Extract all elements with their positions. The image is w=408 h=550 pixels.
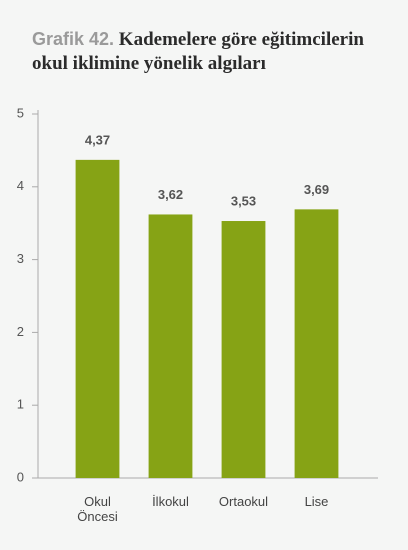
bar — [294, 209, 339, 479]
y-tick-label: 1 — [17, 397, 24, 412]
y-tick-label: 2 — [17, 324, 24, 339]
value-label: 3,53 — [231, 193, 256, 208]
y-tick-label: 5 — [17, 105, 24, 120]
value-label: 3,62 — [158, 187, 183, 202]
bar — [75, 159, 120, 478]
y-tick-label: 0 — [17, 469, 24, 484]
chart-title: Grafik 42. Kademelere göre eğitimcilerin… — [32, 27, 392, 76]
bar — [148, 214, 193, 479]
y-tick-label: 4 — [17, 178, 24, 193]
title-text: Kademelere göre eğitimcilerin okul iklim… — [32, 29, 364, 74]
value-label: 3,69 — [304, 182, 329, 197]
x-tick-label: Lise — [304, 494, 329, 509]
x-tick-label: Ortaokul — [218, 494, 269, 509]
title-number: Grafik 42. — [32, 29, 115, 49]
x-tick-label: Okul Öncesi — [77, 494, 118, 524]
x-tick-label: İlkokul — [152, 494, 189, 509]
bar — [221, 221, 266, 479]
value-label: 4,37 — [85, 132, 110, 147]
y-tick-label: 3 — [17, 251, 24, 266]
